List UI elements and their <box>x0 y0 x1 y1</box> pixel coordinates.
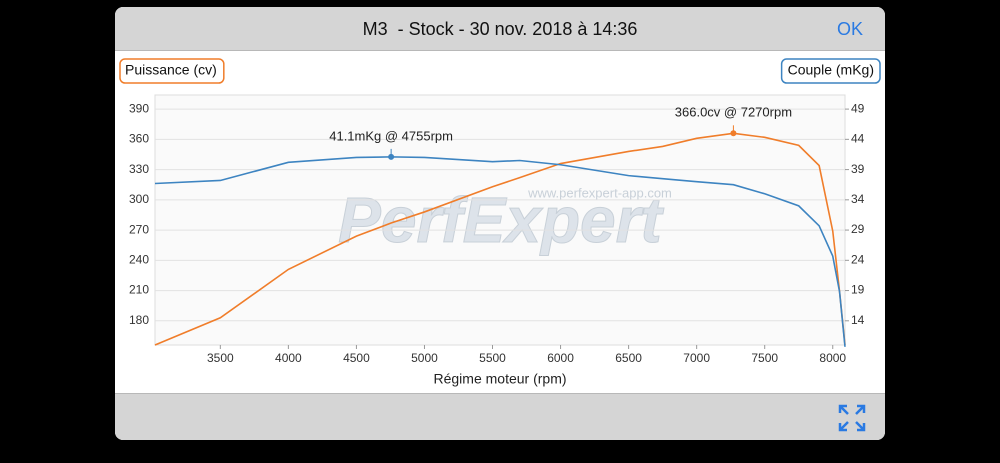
y-tick-label: 330 <box>129 162 149 176</box>
legend-label: Puissance (cv) <box>125 62 217 78</box>
x-tick-label: 7500 <box>751 351 778 365</box>
x-tick-label: 3500 <box>207 351 234 365</box>
y2-tick-label: 39 <box>851 162 865 176</box>
y-tick-label: 240 <box>129 252 149 266</box>
series-line <box>154 132 846 346</box>
legend-label: Couple (mKg) <box>788 62 874 78</box>
y-tick-label: 180 <box>129 313 149 327</box>
x-axis-label: Régime moteur (rpm) <box>433 371 566 387</box>
header: M3 - Stock - 30 nov. 2018 à 14:36 OK <box>115 7 885 51</box>
x-tick-label: 5000 <box>411 351 438 365</box>
x-tick-label: 6000 <box>547 351 574 365</box>
y2-tick-label: 44 <box>851 132 865 146</box>
y-tick-label: 360 <box>129 132 149 146</box>
y-tick-label: 270 <box>129 222 149 236</box>
series-line <box>154 156 846 347</box>
y-tick-label: 300 <box>129 192 149 206</box>
y2-tick-label: 14 <box>851 313 865 327</box>
y2-tick-label: 19 <box>851 283 865 297</box>
y2-tick-label: 49 <box>851 101 865 115</box>
x-tick-label: 5500 <box>479 351 506 365</box>
header-title: M3 - Stock - 30 nov. 2018 à 14:36 <box>362 19 638 39</box>
x-tick-label: 4500 <box>343 351 370 365</box>
y-tick-label: 210 <box>129 283 149 297</box>
annotation-marker <box>388 153 395 160</box>
x-tick-label: 4000 <box>275 351 302 365</box>
y2-tick-label: 24 <box>851 252 865 266</box>
expand-icon[interactable] <box>837 403 867 433</box>
y2-tick-label: 34 <box>851 192 865 206</box>
footer <box>115 393 885 440</box>
annotation-marker <box>730 130 737 137</box>
x-tick-label: 7000 <box>683 351 710 365</box>
y-tick-label: 390 <box>129 101 149 115</box>
annotation-label: 366.0cv @ 7270rpm <box>675 105 792 120</box>
watermark-url: www.perfexpert-app.com <box>527 185 672 200</box>
ok-button[interactable]: OK <box>836 19 863 39</box>
y2-tick-label: 29 <box>851 222 865 236</box>
annotation-label: 41.1mKg @ 4755rpm <box>329 128 453 143</box>
legend-box <box>780 58 881 84</box>
x-tick-label: 8000 <box>819 351 846 365</box>
legend-box <box>119 58 225 84</box>
plot-area <box>154 94 846 346</box>
x-tick-label: 6500 <box>615 351 642 365</box>
watermark-logo: PerfExpert <box>338 184 664 256</box>
